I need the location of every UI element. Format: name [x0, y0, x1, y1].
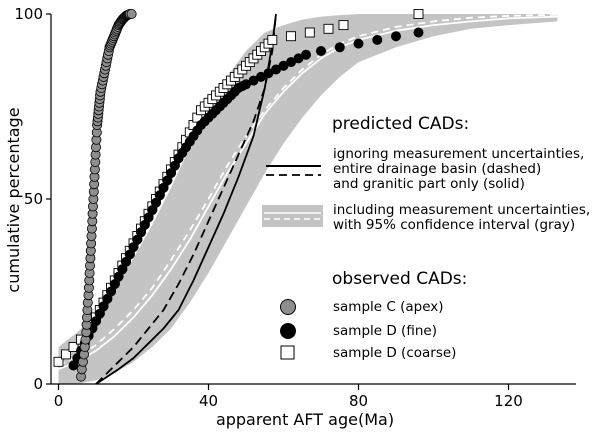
y-tick-label: 100 [14, 5, 43, 23]
band-median-solid-line [58, 15, 558, 371]
sample-d-coarse-point [53, 356, 64, 367]
x-axis-title: apparent AFT age(Ma) [216, 410, 394, 429]
x-tick-label: 0 [54, 392, 64, 410]
legend-observed-title: observed CADs: [332, 269, 467, 289]
sample-d-fine-point [315, 46, 326, 57]
sample-d-fine-point [413, 27, 424, 38]
legend-predicted-line1: ignoring measurement uncertainties, [333, 146, 584, 162]
legend-sample-d-coarse-marker [280, 345, 295, 360]
y-axis-title: cumulative percentage [4, 107, 23, 292]
legend-predicted-line3: and granitic part only (solid) [333, 176, 525, 192]
legend-sample-d-coarse-label: sample D (coarse) [333, 345, 456, 361]
legend-band-line1: including measurement uncertainties, [333, 202, 590, 218]
y-tick-label: 0 [33, 375, 43, 393]
band-median-dashed-line [58, 13, 558, 367]
sample-c-point [126, 8, 137, 19]
confidence-band-layer [58, 14, 558, 384]
predicted-granitic-solid-line [95, 13, 277, 385]
sample-d-coarse-point [338, 20, 349, 31]
legend-sample-c-label: sample C (apex) [333, 299, 444, 315]
sample-d-fine-point [390, 31, 401, 42]
confidence-band [58, 14, 558, 384]
sample-d-fine-point [372, 34, 383, 45]
prediction-lines-layer [58, 13, 558, 385]
tick-layer: 0 40 80 120 0 50 100 [14, 5, 522, 410]
legend-sample-d-fine-marker [280, 323, 296, 339]
x-tick-label: 80 [349, 392, 368, 410]
sample-d-coarse-point [304, 27, 315, 38]
sample-d-fine-point [300, 49, 311, 60]
legend-predicted-line2: entire drainage basin (dashed) [333, 161, 541, 177]
legend-band-swatch [262, 205, 323, 227]
x-tick-label: 40 [199, 392, 218, 410]
legend-sample-c-marker [280, 299, 296, 315]
observed-markers-layer [53, 8, 424, 382]
y-tick-label: 50 [24, 190, 43, 208]
legend-sample-d-fine-label: sample D (fine) [333, 323, 437, 339]
sample-d-coarse-point [286, 31, 296, 42]
sample-d-coarse-point [413, 9, 424, 19]
sample-d-coarse-point [323, 23, 334, 34]
legend-predicted-title: predicted CADs: [332, 114, 469, 134]
sample-d-coarse-point [267, 34, 278, 45]
legend-band-line2: with 95% confidence interval (gray) [333, 217, 575, 233]
x-tick-label: 120 [494, 392, 523, 410]
sample-d-fine-point [334, 42, 345, 53]
legend: predicted CADs: ignoring measurement unc… [262, 114, 590, 361]
sample-d-fine-point [353, 38, 364, 49]
sample-d-coarse-point [61, 349, 71, 360]
